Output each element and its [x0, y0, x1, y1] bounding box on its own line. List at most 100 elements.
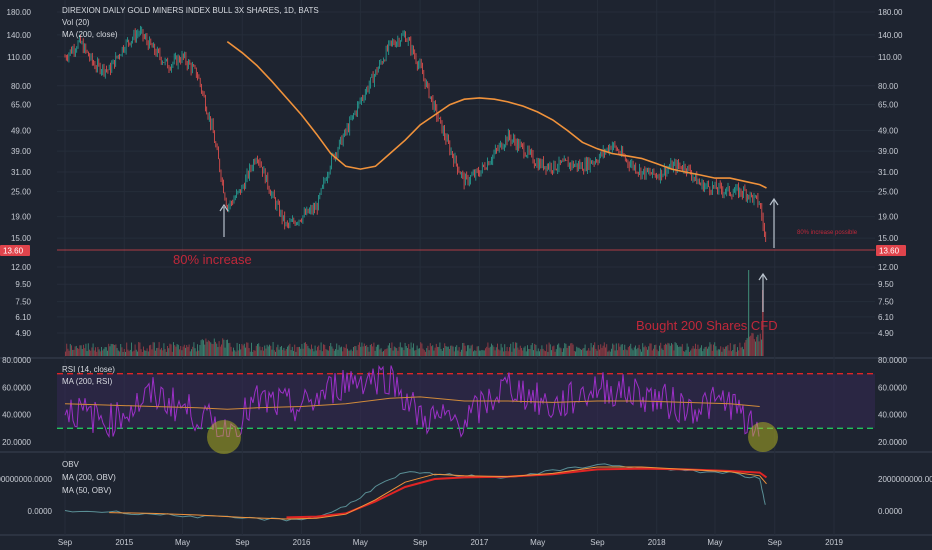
- volume-bar: [467, 345, 468, 356]
- volume-bar: [458, 347, 460, 356]
- volume-bar: [720, 346, 722, 356]
- volume-bar: [342, 351, 344, 356]
- volume-bar: [612, 343, 614, 356]
- volume-bar: [501, 347, 503, 356]
- volume-bar: [233, 347, 234, 356]
- volume-bar: [539, 351, 540, 356]
- rsi-ma-legend: MA (200, RSI): [62, 377, 113, 386]
- volume-bar: [169, 343, 171, 356]
- volume-bar: [683, 351, 684, 356]
- volume-bar: [299, 346, 300, 356]
- volume-bar: [369, 344, 371, 356]
- price-tick-label: 25.00: [878, 188, 899, 197]
- volume-bar: [327, 350, 329, 356]
- volume-bar: [703, 348, 705, 356]
- svg-text:13.60: 13.60: [3, 247, 24, 256]
- volume-bar: [416, 345, 418, 356]
- volume-bar: [425, 351, 426, 356]
- volume-bar: [510, 343, 512, 356]
- price-tick-label: 6.10: [15, 313, 31, 322]
- right-price-axis[interactable]: 180.00 140.00 110.00 80.00 65.00 49.00 39.00 31…: [878, 8, 932, 516]
- volume-bar: [578, 347, 580, 356]
- volume-bar: [523, 347, 525, 356]
- volume-bar: [482, 350, 484, 356]
- time-axis[interactable]: Sep 2015 May Sep 2016 May Sep 2017 May Sep 2018 May…: [58, 538, 844, 547]
- volume-bar: [732, 350, 734, 356]
- volume-bar: [114, 344, 116, 356]
- rsi-tick-label: 80.0000: [2, 356, 31, 365]
- left-price-axis[interactable]: 180.00 140.00 110.00 80.00 65.00 49.00 39.00 31…: [0, 8, 53, 516]
- volume-bar: [302, 348, 304, 356]
- volume-bar: [626, 350, 628, 356]
- time-axis-label: May: [175, 538, 190, 547]
- volume-bar: [627, 347, 629, 356]
- volume-bar: [432, 345, 434, 356]
- volume-bar: [257, 343, 258, 356]
- volume-bar: [637, 347, 639, 356]
- price-tick-label: 9.50: [878, 280, 894, 289]
- volume-bar: [129, 349, 131, 356]
- volume-bar: [399, 342, 401, 356]
- volume-bar: [140, 349, 142, 356]
- price-tick-label: 7.50: [878, 298, 894, 307]
- volume-bar: [535, 344, 537, 356]
- volume-bar: [217, 347, 219, 356]
- volume-bar: [589, 350, 591, 356]
- volume-bar: [493, 346, 495, 356]
- volume-bar: [709, 342, 711, 356]
- volume-bar: [368, 351, 370, 356]
- volume-bar: [146, 348, 148, 356]
- volume-bar: [757, 334, 759, 356]
- volume-bar: [354, 346, 356, 356]
- volume-bar: [157, 347, 159, 356]
- volume-bar: [289, 343, 291, 356]
- volume-bar: [83, 344, 84, 356]
- volume-bar: [361, 342, 363, 356]
- volume-bar: [97, 347, 99, 356]
- time-axis-label: 2017: [470, 538, 488, 547]
- volume-bar: [572, 344, 574, 356]
- volume-bar: [475, 350, 477, 356]
- volume-bar: [71, 345, 72, 356]
- price-tick-label: 9.50: [15, 280, 31, 289]
- volume-bar: [366, 345, 368, 356]
- volume-bar: [583, 348, 585, 356]
- volume-bar: [542, 348, 544, 356]
- volume-bar: [270, 345, 272, 356]
- volume-bar: [635, 345, 636, 356]
- volume-bar: [174, 345, 176, 356]
- volume-bar: [223, 339, 225, 356]
- volume-bar: [122, 351, 124, 356]
- volume-bar: [372, 346, 374, 356]
- volume-bar: [248, 348, 250, 356]
- volume-bar: [567, 345, 569, 356]
- volume-bar: [266, 344, 268, 356]
- last-price-tag-left: 13.60: [0, 245, 30, 256]
- volume-bar: [601, 347, 603, 356]
- volume-bar: [675, 343, 677, 356]
- volume-bar: [113, 344, 114, 356]
- volume-bar: [345, 344, 347, 356]
- volume-bar: [306, 343, 308, 356]
- volume-bar: [743, 349, 744, 356]
- price-tick-label: 80.00: [878, 82, 899, 91]
- volume-bar: [602, 345, 604, 356]
- volume-bar: [499, 350, 501, 356]
- volume-bar: [161, 347, 162, 356]
- volume-bar: [152, 342, 154, 356]
- volume-bar: [93, 350, 95, 356]
- volume-bar: [164, 349, 166, 356]
- volume-bar: [738, 350, 740, 356]
- volume-bar: [260, 350, 262, 356]
- volume-bar: [623, 350, 624, 356]
- volume-bar: [200, 340, 202, 356]
- volume-bar: [78, 348, 80, 356]
- volume-bar: [363, 343, 365, 356]
- volume-bar: [211, 343, 213, 356]
- volume-bar: [95, 347, 96, 356]
- volume-bar: [689, 351, 690, 356]
- volume-bar: [435, 343, 437, 356]
- volume-bar: [176, 344, 178, 356]
- obv-tick-label: 0.0000: [878, 507, 903, 516]
